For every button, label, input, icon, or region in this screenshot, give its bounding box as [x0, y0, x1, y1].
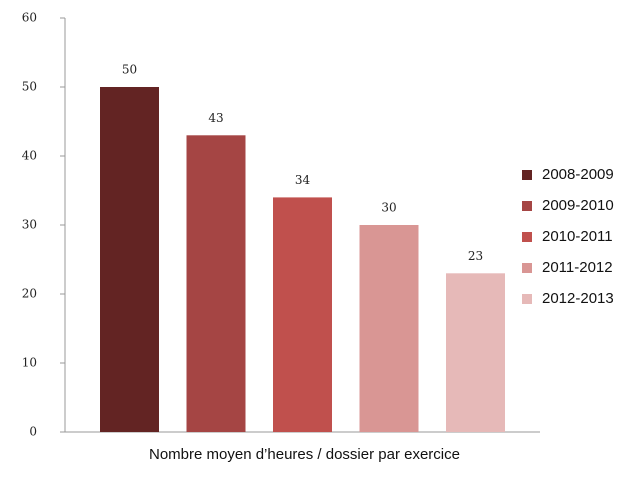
bar: [446, 273, 505, 432]
legend-swatch: [522, 201, 532, 211]
value-label: 43: [208, 111, 223, 125]
value-label: 23: [468, 249, 483, 263]
y-tick-label: 60: [22, 11, 37, 25]
y-tick-label: 40: [22, 149, 37, 163]
bar: [273, 197, 332, 432]
bar: [100, 87, 159, 432]
y-tick-label: 10: [22, 356, 37, 370]
legend-swatch: [522, 294, 532, 304]
legend-label: 2011-2012: [542, 259, 613, 276]
legend-label: 2012-2013: [542, 290, 614, 307]
y-tick-label: 20: [22, 287, 37, 301]
legend-label: 2010-2011: [542, 228, 613, 245]
legend-swatch: [522, 232, 532, 242]
value-label: 30: [381, 201, 396, 215]
value-label: 50: [122, 63, 137, 77]
legend-swatch: [522, 263, 532, 273]
y-tick-label: 0: [29, 425, 37, 439]
bar: [359, 225, 419, 432]
legend-label: 2009-2010: [542, 197, 614, 214]
x-tick-label: Nombre moyen d’heures / dossier par exer…: [149, 446, 460, 463]
legend-swatch: [522, 170, 532, 180]
y-tick-label: 30: [22, 218, 37, 232]
legend-label: 2008-2009: [542, 166, 614, 183]
value-label: 34: [295, 173, 311, 187]
y-tick-label: 50: [22, 80, 37, 94]
bar: [186, 135, 246, 433]
